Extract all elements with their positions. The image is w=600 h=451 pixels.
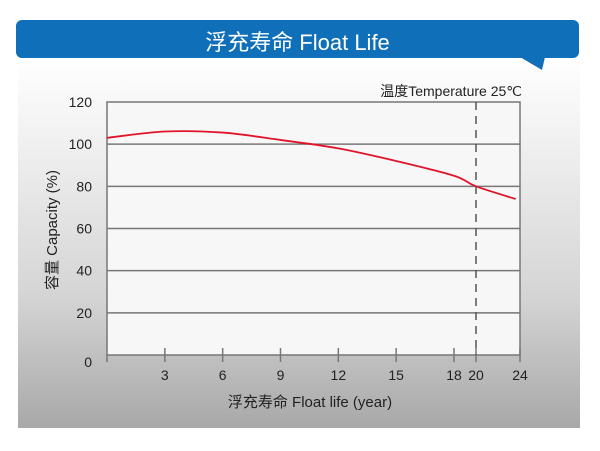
y-axis-label: 容量 Capacity (%) bbox=[44, 170, 61, 290]
y-tick-label-20: 20 bbox=[76, 305, 92, 321]
x-tick-label-6: 6 bbox=[219, 367, 227, 383]
y-tick-label-100: 100 bbox=[69, 136, 93, 152]
y-tick-label-0: 0 bbox=[84, 354, 92, 370]
temperature-annotation: 温度Temperature 25℃ bbox=[380, 83, 522, 99]
y-tick-label-60: 60 bbox=[76, 221, 92, 237]
x-tick-label-20: 20 bbox=[468, 367, 484, 383]
x-tick-label-9: 9 bbox=[277, 367, 285, 383]
y-tick-label-40: 40 bbox=[76, 263, 92, 279]
x-tick-label-18: 18 bbox=[446, 367, 462, 383]
x-tick-label-15: 15 bbox=[388, 367, 404, 383]
x-tick-label-24: 24 bbox=[512, 367, 528, 383]
x-axis-label: 浮充寿命 Float life (year) bbox=[228, 393, 392, 411]
y-tick-label-80: 80 bbox=[76, 178, 92, 194]
x-tick-label-12: 12 bbox=[331, 367, 347, 383]
capacity-curve bbox=[106, 130, 516, 200]
banner-tail bbox=[520, 57, 545, 70]
x-tick-label-3: 3 bbox=[161, 367, 169, 383]
y-tick-label-120: 120 bbox=[69, 94, 93, 110]
banner-title: 浮充寿命 Float Life bbox=[205, 30, 390, 55]
title-banner: 浮充寿命 Float Life bbox=[16, 20, 579, 58]
